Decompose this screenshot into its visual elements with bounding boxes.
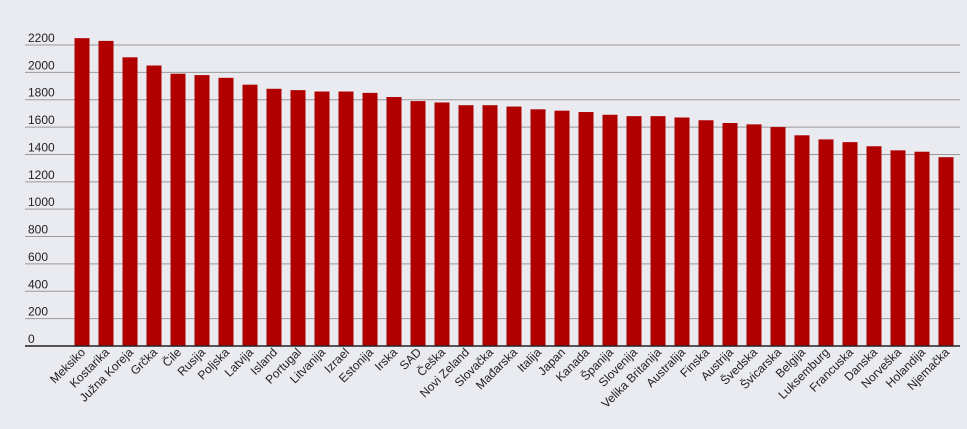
bar — [938, 157, 954, 346]
bar — [914, 151, 930, 346]
bar — [818, 139, 834, 346]
y-axis-ticks: 0 200 400 600 800 1000 1200 1400 1600 1800 2000 220… — [28, 31, 55, 346]
bar — [362, 92, 378, 347]
bar — [650, 116, 666, 347]
y-tick-label: 2200 — [28, 31, 55, 45]
bar — [506, 106, 522, 347]
y-tick-label: 1600 — [28, 113, 55, 127]
bar — [338, 91, 354, 346]
y-tick-label: 1200 — [28, 168, 55, 182]
bar — [554, 110, 570, 346]
bar — [578, 112, 594, 346]
y-tick-label: 200 — [28, 305, 48, 319]
bar — [674, 117, 690, 346]
bar — [746, 124, 762, 346]
bar — [194, 75, 210, 346]
bar — [890, 150, 906, 346]
y-tick-label: 1800 — [28, 86, 55, 100]
bar — [266, 88, 282, 347]
bar — [290, 90, 306, 347]
bar — [434, 102, 450, 346]
bar — [170, 73, 186, 347]
bar — [626, 116, 642, 347]
bar — [146, 65, 162, 346]
bar — [722, 122, 738, 347]
bar — [482, 105, 498, 346]
bar — [794, 135, 810, 346]
bar — [866, 146, 882, 346]
y-tick-label: 1400 — [28, 140, 55, 154]
bar — [770, 127, 786, 346]
x-tick-label: Grčka — [128, 345, 161, 378]
bar — [122, 57, 138, 347]
bar — [386, 96, 402, 346]
y-tick-label: 400 — [28, 277, 48, 291]
y-tick-label: 2000 — [28, 58, 55, 72]
bar — [314, 91, 330, 346]
x-tick-label: Irska — [372, 345, 401, 374]
y-tick-label: 0 — [28, 332, 35, 346]
y-tick-label: 800 — [28, 223, 48, 237]
bars — [74, 38, 954, 347]
bar — [698, 120, 714, 346]
bar — [458, 105, 474, 346]
bar — [602, 114, 618, 346]
bar — [842, 142, 858, 346]
y-tick-label: 1000 — [28, 195, 55, 209]
bar — [410, 101, 426, 346]
bar — [74, 38, 90, 347]
bar — [530, 109, 546, 347]
y-tick-label: 600 — [28, 250, 48, 264]
bar — [98, 40, 114, 347]
bar — [242, 84, 258, 346]
bar — [218, 77, 234, 346]
